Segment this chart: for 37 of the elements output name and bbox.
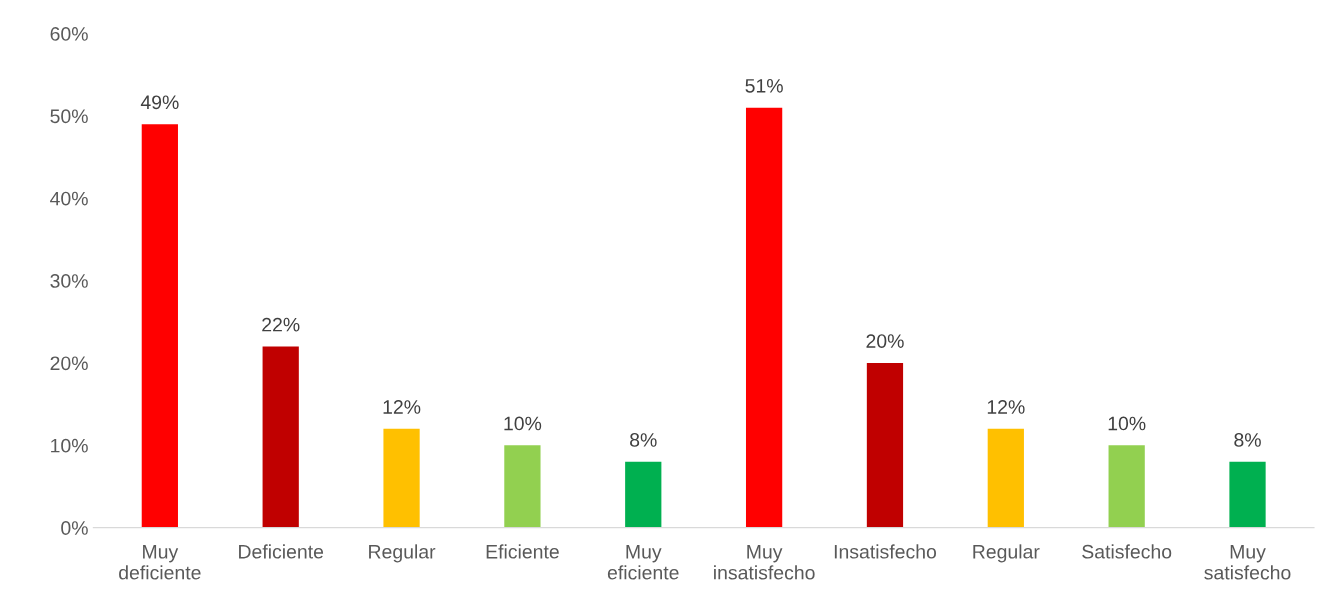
bar: [1229, 461, 1266, 528]
y-tick-label: 40%: [50, 191, 88, 206]
x-tick-label: Muy insatisfecho: [714, 545, 815, 580]
bar: [141, 124, 178, 528]
x-tick-label: Eficiente: [486, 544, 559, 559]
y-tick-label: 0%: [61, 521, 88, 535]
x-tick-label: Muy deficiente: [119, 545, 201, 580]
data-label: 10%: [504, 416, 542, 431]
data-label: 49%: [140, 95, 179, 110]
x-tick-label: Satisfecho: [1082, 544, 1172, 559]
data-label: 10%: [1108, 416, 1146, 431]
data-label: 8%: [1234, 433, 1261, 447]
bar: [745, 107, 783, 528]
x-tick-label: Regular: [369, 544, 436, 563]
bar: [383, 428, 420, 528]
x-tick-label: Deficiente: [239, 544, 324, 559]
y-tick-label: 60%: [50, 27, 88, 41]
bar: [262, 346, 299, 528]
x-tick-label: Muy satisfecho: [1204, 545, 1291, 580]
y-tick-label: 20%: [50, 356, 88, 371]
y-tick-label: 10%: [51, 438, 88, 453]
data-label: 12%: [383, 400, 421, 414]
x-tick-label: Muy eficiente: [607, 545, 679, 580]
y-tick-label: 30%: [50, 274, 88, 288]
data-label: 20%: [866, 334, 904, 348]
bar: [1108, 445, 1145, 528]
bar: [625, 461, 662, 528]
data-label: 22%: [262, 317, 300, 332]
y-tick-label: 50%: [50, 109, 88, 124]
bar: [504, 445, 541, 528]
x-tick-label: Regular: [973, 544, 1040, 563]
data-label: 51%: [745, 79, 783, 93]
bar: [987, 428, 1024, 528]
data-label: 8%: [630, 433, 657, 447]
bar: [866, 362, 904, 528]
data-label: 12%: [987, 400, 1025, 414]
x-tick-label: Insatisfecho: [834, 544, 937, 559]
